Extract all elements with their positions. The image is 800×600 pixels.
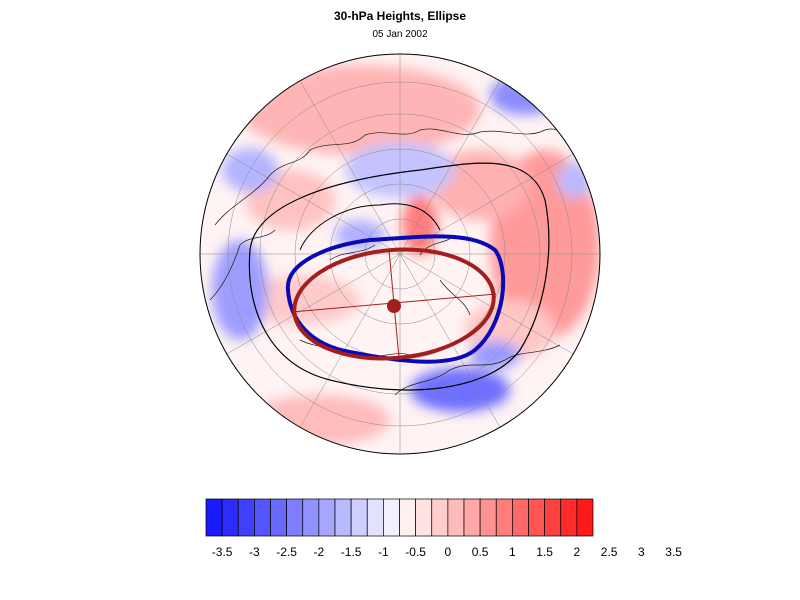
positive-anomaly-region [240,65,480,155]
colorbar-box [415,498,433,537]
colorbar-box [512,498,529,537]
colorbar-tick-label: 2 [574,545,581,559]
colorbar-box [560,498,578,537]
coastlines [209,128,591,396]
positive-anomaly-region [240,275,360,325]
ellipse-overlay [285,234,506,364]
map-title: 30-hPa Heights, Ellipse [333,9,467,23]
colorbar-box [479,498,497,537]
colorbar-box [447,498,465,537]
negative-anomaly-region [212,240,268,340]
height-contour [248,162,550,391]
globe-outline [199,53,601,455]
colorbar-tick-label: -1.5 [341,545,362,559]
colorbar-box [431,498,449,537]
colorbar-tick-label: 3.5 [665,545,682,559]
colorbar-box [350,498,368,537]
colorbar-tick-label: 1 [509,545,516,559]
colorbar-box [205,498,223,537]
colorbar-tick-label: -0.5 [405,545,426,559]
colorbar-box [366,498,384,537]
positive-anomaly-region [430,150,530,220]
colorbar-box [576,498,594,537]
negative-anomaly-region [470,341,520,369]
colorbar-box [221,498,239,537]
colorbar-box [463,498,481,537]
colorbar-tick-label: -3.5 [212,545,233,559]
colorbar-box [318,498,336,537]
colorbar-tick-label: 0.5 [472,545,489,559]
colorbar-labels: -3.5 -3 -2.5 -2 -1.5 -1 -0.5 0 0.5 1 1.5 2 2.5 3 3.5 [212,545,683,559]
colorbar-box [495,498,513,537]
colorbar-box [237,498,255,537]
colorbar-tick-label: -3 [249,545,260,559]
ellipse-center-marker [387,299,401,313]
height-contour [299,203,441,251]
colorbar-tick-label: 2.5 [601,545,618,559]
colorbar-box [286,498,304,537]
colorbar-tick-label: 1.5 [536,545,553,559]
colorbar-box [254,498,271,537]
map-subtitle: 05 Jan 2002 [372,29,428,40]
colorbar-tick-label: -2.5 [276,545,297,559]
colorbar-tick-label: -2 [314,545,325,559]
colorbar-box [399,498,416,537]
colorbar-box [528,498,545,537]
colorbar-box [302,498,320,537]
colorbar-box [270,498,287,537]
colorbar-box [544,498,562,537]
colorbar-boxes [205,498,594,537]
colorbar-tick-label: 3 [638,545,645,559]
colorbar-box [334,498,352,537]
colorbar-tick-label: -1 [378,545,389,559]
colorbar-box [383,498,400,537]
observed-vortex-edge [285,234,506,364]
colorbar-tick-label: 0 [445,545,452,559]
